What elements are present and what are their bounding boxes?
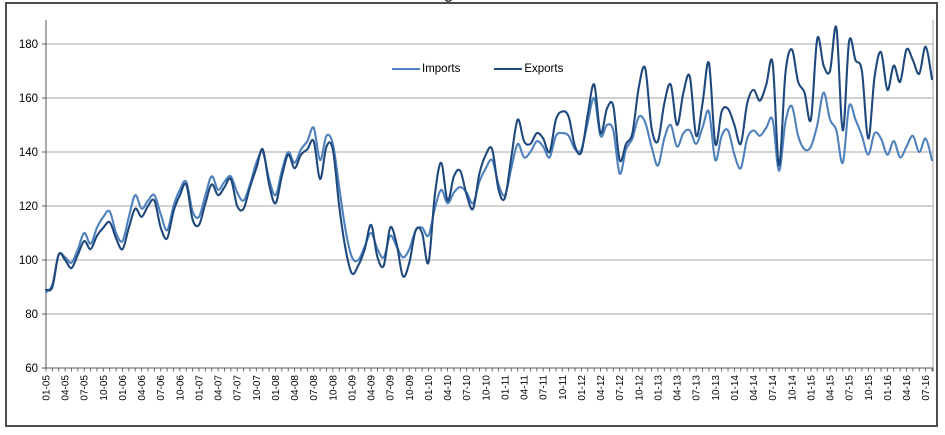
- x-tick-label-04-09: 04-09: [367, 375, 378, 401]
- legend: Imports Exports: [392, 63, 563, 75]
- x-tick-label-04-07: 04-07: [214, 375, 225, 401]
- y-tick-label-100: 100: [19, 255, 38, 267]
- x-tick-label-01-15: 01-15: [806, 375, 817, 401]
- x-tick-label-04-15: 04-15: [826, 375, 837, 401]
- legend-label-exports: Exports: [524, 63, 564, 75]
- legend-label-imports: Imports: [422, 63, 461, 75]
- x-tick-label-07-06: 07-06: [156, 375, 167, 401]
- x-tick-label-01-16: 01-16: [883, 375, 894, 401]
- x-tick-label-07-05: 07-05: [80, 375, 91, 401]
- legend-item-exports: Exports: [494, 63, 563, 75]
- x-tick-label-10-08: 10-08: [328, 375, 339, 401]
- x-tick-label-01-14: 01-14: [730, 375, 741, 401]
- x-tick-label-07-16: 07-16: [921, 375, 932, 401]
- x-tick-label-01-08: 01-08: [271, 375, 282, 401]
- x-tick-label-10-12: 10-12: [634, 375, 645, 401]
- exports-line: [44, 25, 934, 292]
- imports-line: [44, 91, 934, 294]
- x-tick-label-07-12: 07-12: [615, 375, 626, 401]
- y-tick-label-120: 120: [19, 201, 38, 213]
- x-tick-label-04-12: 04-12: [596, 375, 607, 401]
- x-tick-label-10-07: 10-07: [252, 375, 263, 401]
- x-tick-label-07-13: 07-13: [692, 375, 703, 401]
- x-tick-label-10-06: 10-06: [175, 375, 186, 401]
- x-tick-label-04-06: 04-06: [137, 375, 148, 401]
- x-tick-label-07-09: 07-09: [386, 375, 397, 401]
- exports-line-swatch: [494, 68, 523, 70]
- title-fragment-glyph: g: [444, 0, 453, 3]
- y-tick-label-140: 140: [19, 147, 38, 159]
- x-tick-label-04-05: 04-05: [61, 375, 72, 401]
- x-tick-label-10-14: 10-14: [787, 375, 798, 401]
- x-tick-label-07-14: 07-14: [768, 375, 779, 401]
- x-tick-label-10-09: 10-09: [405, 375, 416, 401]
- x-tick-label-01-13: 01-13: [653, 375, 664, 401]
- x-tick-label-04-16: 04-16: [902, 375, 913, 401]
- x-tick-label-07-15: 07-15: [845, 375, 856, 401]
- x-tick-label-07-07: 07-07: [233, 375, 244, 401]
- x-tick-label-07-11: 07-11: [539, 375, 550, 400]
- x-tick-label-01-06: 01-06: [118, 375, 129, 401]
- x-tick-label-10-15: 10-15: [864, 375, 875, 401]
- x-tick-label-01-12: 01-12: [577, 375, 588, 401]
- y-tick-label-80: 80: [25, 309, 38, 321]
- x-tick-label-04-10: 04-10: [443, 375, 454, 401]
- x-tick-label-10-05: 10-05: [99, 375, 110, 401]
- x-tick-label-01-07: 01-07: [194, 375, 205, 401]
- legend-item-imports: Imports: [392, 63, 460, 75]
- x-tick-label-07-08: 07-08: [309, 375, 320, 401]
- x-tick-label-10-11: 10-11: [558, 375, 569, 400]
- x-tick-label-07-10: 07-10: [462, 375, 473, 401]
- cropped-title-fragment: g: [444, 0, 460, 4]
- x-tick-label-04-11: 04-11: [520, 375, 531, 400]
- y-tick-label-180: 180: [19, 39, 38, 51]
- x-tick-label-01-05: 01-05: [42, 375, 53, 401]
- x-tick-label-01-10: 01-10: [424, 375, 435, 401]
- x-tick-label-04-14: 04-14: [749, 375, 760, 401]
- x-tick-label-04-13: 04-13: [673, 375, 684, 401]
- x-tick-label-01-11: 01-11: [500, 375, 511, 400]
- x-tick-label-10-10: 10-10: [481, 375, 492, 401]
- y-tick-label-60: 60: [25, 363, 38, 375]
- x-tick-label-01-09: 01-09: [347, 375, 358, 401]
- x-tick-label-04-08: 04-08: [290, 375, 301, 401]
- x-tick-label-10-13: 10-13: [711, 375, 722, 401]
- imports-line-swatch: [392, 68, 420, 70]
- y-tick-label-160: 160: [19, 93, 38, 105]
